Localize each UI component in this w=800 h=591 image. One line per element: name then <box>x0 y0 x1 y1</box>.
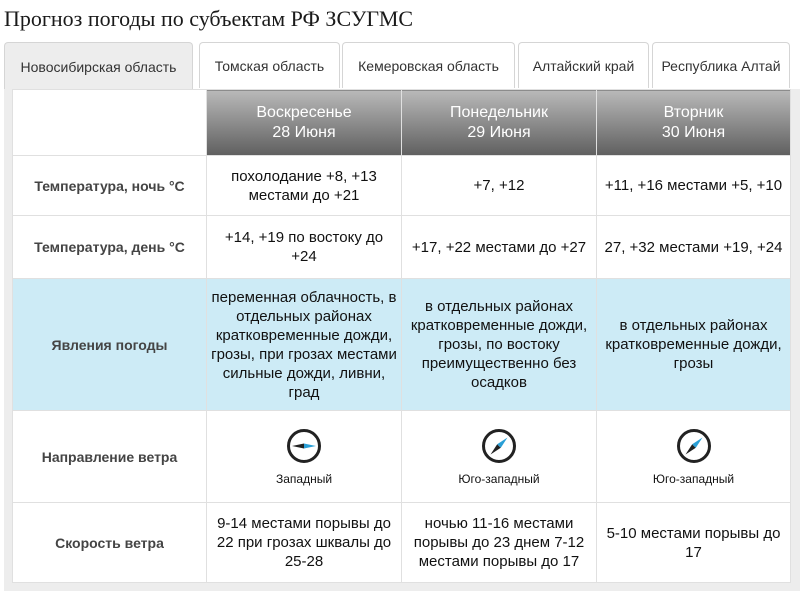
table-header-row: Воскресенье 28 Июня Понедельник 29 Июня … <box>12 89 791 156</box>
day-header-1: Воскресенье 28 Июня <box>206 89 402 156</box>
day-header-3: Вторник 30 Июня <box>596 89 791 156</box>
day-weekday: Воскресенье <box>256 103 352 121</box>
row-label: Явления погоды <box>12 278 207 411</box>
table-cell: 27, +32 местами +19, +24 <box>596 215 791 279</box>
table-cell: Юго-западный <box>401 410 597 503</box>
tab-altai-republic[interactable]: Республика Алтай <box>652 42 790 88</box>
tab-novosibirsk[interactable]: Новосибирская область <box>4 42 193 90</box>
day-header-2: Понедельник 29 Июня <box>401 89 597 156</box>
wind-direction-label: Юго-западный <box>458 471 540 486</box>
row-label: Температура, день °C <box>12 215 207 279</box>
table-cell: Западный <box>206 410 402 503</box>
table-cell: +17, +22 местами до +27 <box>401 215 597 279</box>
wind-compass-southwest-icon <box>482 428 516 463</box>
tab-kemerovo[interactable]: Кемеровская область <box>342 42 515 88</box>
wind-compass-west-icon <box>287 428 321 463</box>
table-row-temp-day: Температура, день °C +14, +19 по востоку… <box>12 215 791 279</box>
day-date: 30 Июня <box>661 123 726 141</box>
day-weekday: Вторник <box>663 103 724 121</box>
wind-direction-label: Западный <box>275 471 333 486</box>
forecast-table: Воскресенье 28 Июня Понедельник 29 Июня … <box>12 89 791 583</box>
table-cell: переменная облачность, в отдельных район… <box>206 278 402 411</box>
table-cell: в отдельных районах кратковременные дожд… <box>401 278 597 411</box>
row-label: Температура, ночь °C <box>12 155 207 216</box>
table-cell: 5-10 местами порывы до 17 <box>596 502 791 583</box>
table-cell: в отдельных районах кратковременные дожд… <box>596 278 791 411</box>
region-tabs: Новосибирская область Томская область Ке… <box>4 42 800 90</box>
table-row-temp-night: Температура, ночь °C похолодание +8, +13… <box>12 155 791 216</box>
table-row-wind-direction: Направление ветра Западный Юго-западный <box>12 410 791 503</box>
day-date: 28 Июня <box>272 123 336 141</box>
table-cell: 9-14 местами порывы до 22 при грозах шкв… <box>206 502 402 583</box>
tab-altai-krai[interactable]: Алтайский край <box>518 42 649 88</box>
wind-direction-label: Юго-западный <box>652 471 735 486</box>
table-cell: ночью 11-16 местами порывы до 23 днем 7-… <box>401 502 597 583</box>
day-weekday: Понедельник <box>450 103 548 121</box>
tab-tomsk[interactable]: Томская область <box>199 42 340 88</box>
table-row-wind-speed: Скорость ветра 9-14 местами порывы до 22… <box>12 502 791 583</box>
table-row-phenomena: Явления погоды переменная облачность, в … <box>12 278 791 411</box>
table-cell: Юго-западный <box>596 410 791 503</box>
row-label: Скорость ветра <box>12 502 207 583</box>
forecast-panel: Воскресенье 28 Июня Понедельник 29 Июня … <box>4 89 800 591</box>
table-cell: +14, +19 по востоку до +24 <box>206 215 402 279</box>
row-label: Направление ветра <box>12 410 207 503</box>
table-cell: +11, +16 местами +5, +10 <box>596 155 791 216</box>
wind-compass-southwest-icon <box>676 428 711 463</box>
table-cell: похолодание +8, +13 местами до +21 <box>206 155 402 216</box>
table-cell: +7, +12 <box>401 155 597 216</box>
page-title: Прогноз погоды по субъектам РФ ЗСУГМС <box>4 6 414 31</box>
table-corner <box>12 89 207 156</box>
day-date: 29 Июня <box>467 123 531 141</box>
